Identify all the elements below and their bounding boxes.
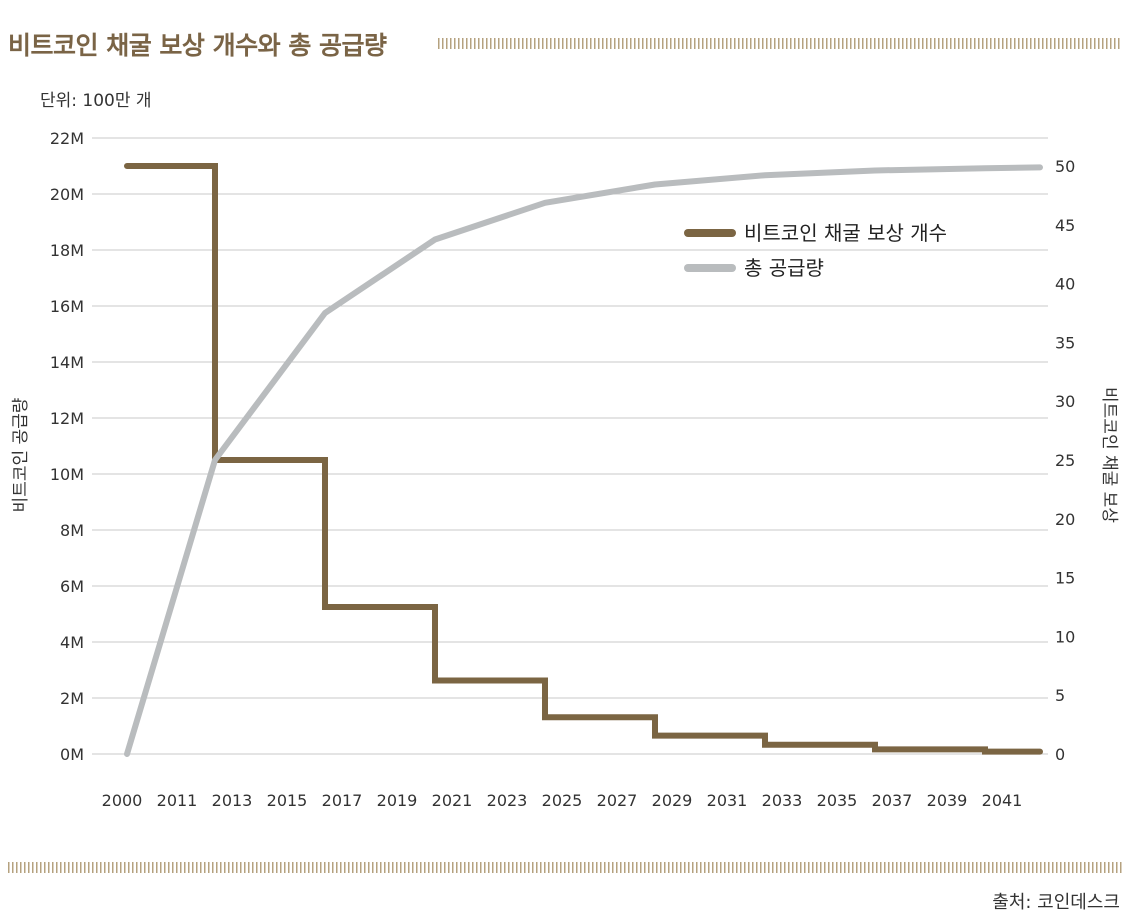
left-y-tick-label: 14M xyxy=(50,353,84,372)
right-y-tick-label: 50 xyxy=(1055,157,1075,176)
source-credit: 출처: 코인데스크 xyxy=(992,892,1120,913)
right-axis-title: 비트코인 채굴 보상 xyxy=(1099,387,1119,523)
left-y-tick-label: 6M xyxy=(60,577,84,596)
grid-lines xyxy=(92,137,1048,755)
x-tick-label: 2035 xyxy=(817,791,858,810)
x-tick-label: 2013 xyxy=(212,791,253,810)
x-tick-label: 2021 xyxy=(432,791,473,810)
left-y-axis-ticks: 0M 2M 4M 6M 8M 10M 12M 14M 16M 18M 20M 22M xyxy=(50,129,84,764)
series-lines xyxy=(124,163,1043,757)
right-y-tick-label: 10 xyxy=(1055,627,1075,646)
x-tick-label: 2000 xyxy=(102,791,143,810)
left-y-tick-label: 12M xyxy=(50,409,84,428)
title-dotted-rule xyxy=(438,38,1122,49)
x-tick-label: 2025 xyxy=(542,791,583,810)
x-tick-label: 2031 xyxy=(707,791,748,810)
right-y-tick-label: 5 xyxy=(1055,686,1065,705)
legend-label-supply: 총 공급량 xyxy=(744,256,824,280)
series-line-reward xyxy=(124,163,1043,755)
x-tick-label: 2023 xyxy=(487,791,528,810)
right-y-tick-label: 15 xyxy=(1055,569,1075,588)
right-y-tick-label: 40 xyxy=(1055,275,1075,294)
right-y-axis-ticks: 0 5 10 15 20 25 30 35 40 45 50 xyxy=(1055,157,1075,764)
left-y-tick-label: 20M xyxy=(50,185,84,204)
x-tick-label: 2039 xyxy=(927,791,968,810)
legend: 비트코인 채굴 보상 개수 총 공급량 xyxy=(684,221,947,280)
left-axis-title: 비트코인 공급량 xyxy=(11,397,31,512)
right-y-tick-label: 20 xyxy=(1055,510,1075,529)
right-y-tick-label: 30 xyxy=(1055,392,1075,411)
right-y-tick-label: 45 xyxy=(1055,216,1075,235)
x-tick-label: 2037 xyxy=(872,791,913,810)
x-tick-label: 2041 xyxy=(982,791,1023,810)
left-y-tick-label: 0M xyxy=(60,745,84,764)
chart-title: 비트코인 채굴 보상 개수와 총 공급량 xyxy=(8,31,387,60)
x-axis-ticks: 2000 2011 2013 2015 2017 2019 2021 2023 2025 2027… xyxy=(102,791,1023,810)
legend-label-reward: 비트코인 채굴 보상 개수 xyxy=(744,221,947,245)
x-tick-label: 2027 xyxy=(597,791,638,810)
right-y-tick-label: 35 xyxy=(1055,333,1075,352)
x-tick-label: 2033 xyxy=(762,791,803,810)
right-y-tick-label: 0 xyxy=(1055,745,1065,764)
left-y-tick-label: 16M xyxy=(50,297,84,316)
left-y-tick-label: 18M xyxy=(50,241,84,260)
left-y-tick-label: 22M xyxy=(50,129,84,148)
x-tick-label: 2011 xyxy=(157,791,198,810)
x-tick-label: 2029 xyxy=(652,791,693,810)
left-y-tick-label: 2M xyxy=(60,689,84,708)
unit-label: 단위: 100만 개 xyxy=(40,91,152,111)
x-tick-label: 2015 xyxy=(267,791,308,810)
x-tick-label: 2019 xyxy=(377,791,418,810)
x-tick-label: 2017 xyxy=(322,791,363,810)
footer-dotted-rule xyxy=(8,862,1122,873)
series-line-supply xyxy=(124,164,1043,757)
right-y-tick-label: 25 xyxy=(1055,451,1075,470)
left-y-tick-label: 10M xyxy=(50,465,84,484)
left-y-tick-label: 8M xyxy=(60,521,84,540)
left-y-tick-label: 4M xyxy=(60,633,84,652)
